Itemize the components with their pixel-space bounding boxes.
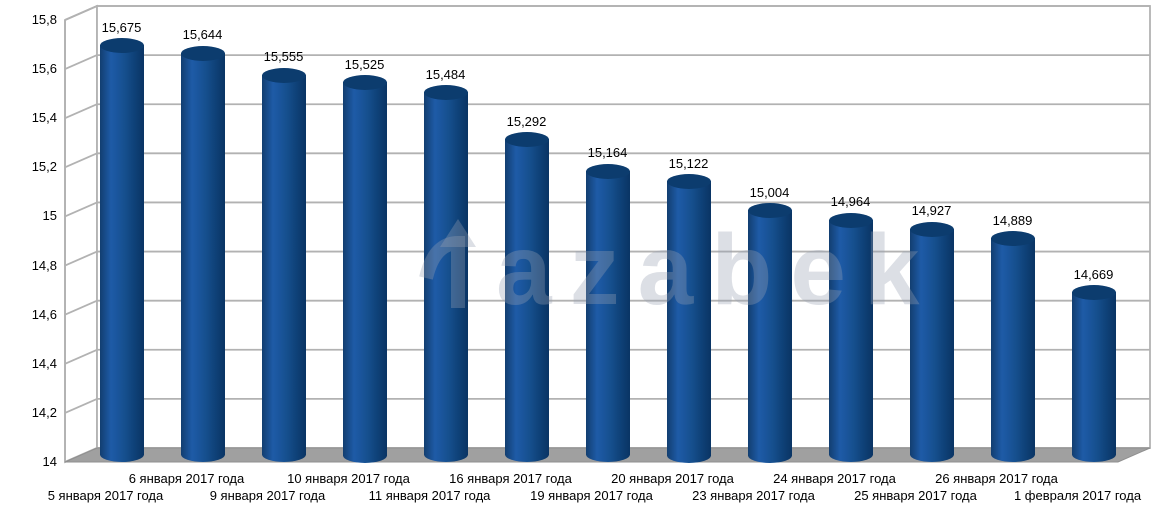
bar-value-label: 14,927 <box>911 203 952 219</box>
bar-body <box>180 52 225 456</box>
x-tick-label: 11 января 2017 года <box>368 488 491 503</box>
wall-diagonal <box>64 54 98 70</box>
x-tick-label: 20 января 2017 года <box>611 471 734 486</box>
y-tick-label: 15 <box>42 208 57 224</box>
bar-cap <box>990 231 1035 247</box>
x-tick-label: 10 января 2017 года <box>287 471 410 486</box>
x-tick-label: 26 января 2017 года <box>935 471 1058 486</box>
y-tick-label: 14 <box>42 454 57 469</box>
bar-cylinder <box>747 203 792 463</box>
bar-body <box>261 74 306 456</box>
x-tick-label: 25 января 2017 года <box>854 488 977 503</box>
bar-cap <box>747 203 792 218</box>
y-tick-label: 15,4 <box>31 110 57 126</box>
bar-cylinder <box>666 174 711 463</box>
bar-value-label: 15,555 <box>263 49 304 65</box>
bar-body <box>1071 292 1116 456</box>
wall-diagonal <box>64 103 98 120</box>
bar-body <box>585 170 630 456</box>
wall-diagonal <box>64 152 98 169</box>
y-tick-label: 15,6 <box>31 61 57 77</box>
x-tick-label: 19 января 2017 года <box>530 488 653 503</box>
bar-cap <box>585 163 630 179</box>
bar-cylinder <box>909 221 954 463</box>
bar-cylinder <box>99 38 144 463</box>
bar-body <box>990 238 1035 456</box>
bar-body <box>342 82 387 456</box>
bar-value-label: 14,889 <box>992 212 1033 228</box>
x-tick-label: 5 января 2017 года <box>47 488 164 503</box>
y-tick-label: 14,2 <box>31 404 57 420</box>
wall-diagonal <box>64 201 98 218</box>
bar-cap <box>828 212 873 228</box>
bar-value-label: 14,964 <box>830 194 871 210</box>
bar-value-label: 15,292 <box>506 113 547 129</box>
x-tick-label: 24 января 2017 года <box>773 471 896 486</box>
bar-body <box>423 92 468 456</box>
bar-value-label: 15,484 <box>425 66 466 82</box>
bar-cap <box>1071 285 1116 301</box>
bar-value-label: 15,004 <box>749 184 790 200</box>
bar-cylinder <box>423 85 468 463</box>
wall-diagonal <box>64 398 98 414</box>
x-tick-label: 1 февраля 2017 года <box>1013 488 1142 503</box>
bar-cap <box>666 174 711 189</box>
bar-value-label: 15,525 <box>344 56 385 72</box>
bar-body <box>747 210 792 456</box>
y-tick-label: 14,4 <box>31 355 57 371</box>
bar-body <box>909 228 954 456</box>
bar-cap <box>342 75 387 90</box>
y-tick-label: 15,8 <box>31 12 57 27</box>
x-tick-label: 16 января 2017 года <box>449 471 572 486</box>
x-tick-label: 6 января 2017 года <box>128 471 245 486</box>
y-tick-label: 14,8 <box>31 257 57 273</box>
bar-cylinder <box>585 163 630 463</box>
bar-cap <box>423 85 468 101</box>
bar-cap <box>99 38 144 54</box>
x-tick-label: 9 января 2017 года <box>209 488 326 503</box>
bar-cylinder <box>504 132 549 463</box>
bar-cap <box>261 67 306 83</box>
bar-body <box>666 181 711 456</box>
bar-cylinder <box>261 67 306 463</box>
bar-cap <box>180 45 225 61</box>
bar-cylinder <box>342 75 387 463</box>
bar-value-label: 15,122 <box>668 155 709 171</box>
bar-cylinder <box>828 212 873 463</box>
bar-cylinder <box>1071 285 1116 463</box>
wall-diagonal <box>64 250 98 267</box>
bar-cylinder <box>990 231 1035 463</box>
y-tick-label: 14,6 <box>31 306 57 322</box>
bar-value-label: 15,675 <box>101 19 142 35</box>
bar-cylinder <box>180 45 225 463</box>
bar-cap <box>504 132 549 148</box>
bar-value-label: 15,644 <box>182 27 223 43</box>
bar-body <box>504 139 549 456</box>
bar-cap <box>909 221 954 237</box>
y-tick-label: 15,2 <box>31 159 57 175</box>
bar-body <box>99 45 144 456</box>
wall-diagonal <box>64 348 98 365</box>
bar-value-label: 14,669 <box>1073 266 1114 282</box>
bar-value-label: 15,164 <box>587 145 628 161</box>
wall-diagonal <box>64 299 98 316</box>
wall-diagonal <box>64 5 98 21</box>
bar-body <box>828 219 873 456</box>
x-tick-label: 23 января 2017 года <box>692 488 815 503</box>
